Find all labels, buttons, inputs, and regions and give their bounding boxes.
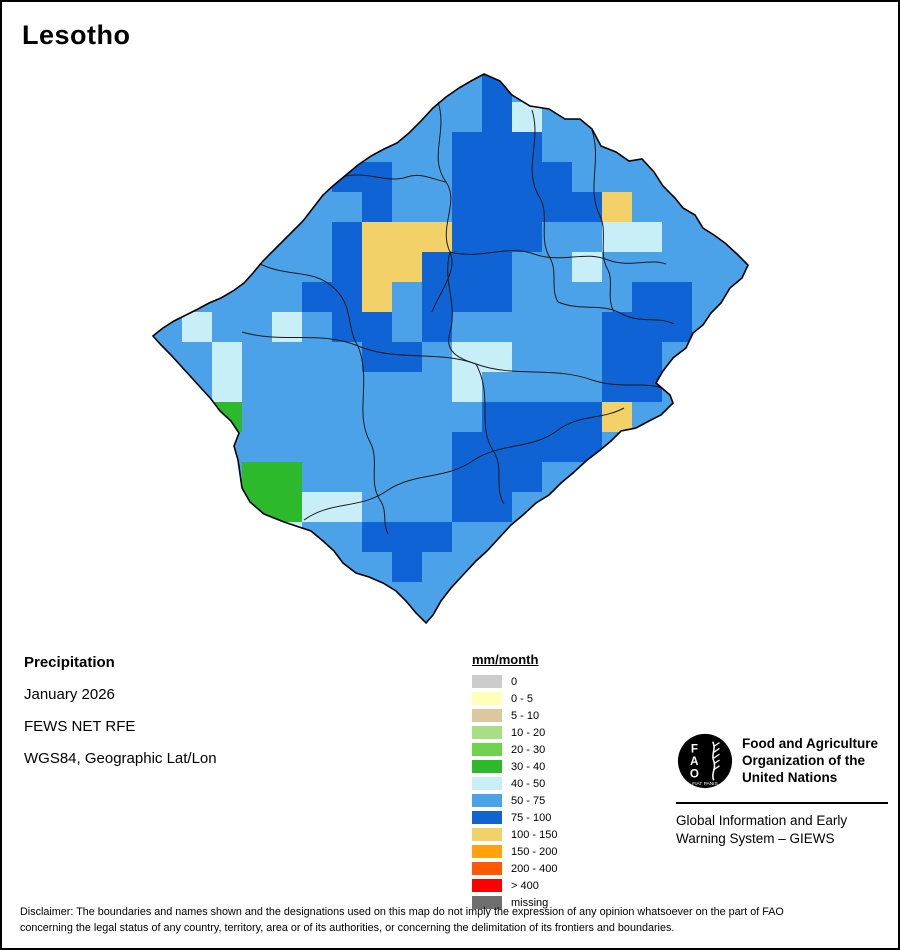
giews-line-2: Warning System – GIEWS [676,831,835,846]
legend-swatch [472,845,502,858]
divider-line [676,802,888,804]
legend-swatch [472,743,502,756]
legend-row: 150 - 200 [472,843,557,860]
legend-row: 5 - 10 [472,707,557,724]
legend-row: 100 - 150 [472,826,557,843]
fao-name-line-3: United Nations [742,770,838,785]
disclaimer-line-1: Disclaimer: The boundaries and names sho… [20,906,784,918]
legend-swatch [472,811,502,824]
legend-row: 20 - 30 [472,741,557,758]
map-info-block: Precipitation January 2026 FEWS NET RFE … [24,654,217,782]
legend-row: 50 - 75 [472,792,557,809]
legend-swatch [472,794,502,807]
fao-logo-icon: F A O FIAT PANIS [677,733,733,789]
fao-logo-motto: FIAT PANIS [692,781,718,787]
info-period: January 2026 [24,686,115,703]
legend-label: 0 - 5 [511,692,534,705]
info-heading: Precipitation [24,654,115,671]
giews-label: Global Information and Early Warning Sys… [676,812,847,848]
legend-title: mm/month [472,652,539,667]
legend-row: 40 - 50 [472,775,557,792]
country-boundary [151,73,749,625]
legend-swatch [472,828,502,841]
legend-swatch [472,879,502,892]
fao-logo-letter-f: F [691,742,698,755]
legend-label: 150 - 200 [511,845,558,858]
legend-label: 50 - 75 [511,794,546,807]
raster-cells [153,74,748,623]
legend-swatch [472,709,502,722]
legend-label: 40 - 50 [511,777,546,790]
legend-label: missing [511,896,549,909]
legend-label: 200 - 400 [511,862,558,875]
legend-entries: 0 0 - 5 5 - 10 10 - 20 20 - 30 30 - 40 40 - 50… [472,673,557,911]
legend-label: 20 - 30 [511,743,546,756]
legend-row: 0 [472,673,557,690]
legend-label: 0 [511,675,518,688]
legend-swatch [472,760,502,773]
disclaimer-line-2: concerning the legal status of any count… [20,921,675,934]
precipitation-map [151,73,749,625]
legend-swatch [472,675,502,688]
fao-name-line-1: Food and Agriculture [742,736,878,751]
legend-row: missing [472,894,557,911]
legend-row: 30 - 40 [472,758,557,775]
wheat-leaves-icon [713,742,720,771]
legend-swatch [472,692,502,705]
giews-line-1: Global Information and Early [676,813,848,828]
fao-name: Food and Agriculture Organization of the… [742,735,878,786]
legend-swatch [472,862,502,875]
legend-row: 75 - 100 [472,809,557,826]
fao-name-line-2: Organization of the [742,753,865,768]
legend-swatch [472,726,502,739]
info-source: FEWS NET RFE [24,718,136,735]
fao-logo-letter-o: O [690,767,699,780]
info-projection: WGS84, Geographic Lat/Lon [24,750,217,767]
legend-row: 10 - 20 [472,724,557,741]
legend-row: > 400 [472,877,557,894]
page-title: Lesotho [22,20,131,50]
legend-label: 75 - 100 [511,811,552,824]
legend-row: 0 - 5 [472,690,557,707]
legend-swatch [472,896,502,909]
legend: mm/month 0 0 - 5 5 - 10 10 - 20 20 - 30 30 - … [472,652,557,911]
fao-logo-letter-a: A [690,755,699,768]
legend-label: 10 - 20 [511,726,546,739]
legend-label: 30 - 40 [511,760,546,773]
wheat-stem-icon [712,741,716,781]
legend-label: 5 - 10 [511,709,540,722]
legend-label: 100 - 150 [511,828,558,841]
legend-row: 200 - 400 [472,860,557,877]
legend-label: > 400 [511,879,539,892]
disclaimer: Disclaimer: The boundaries and names sho… [20,905,886,936]
legend-swatch [472,777,502,790]
